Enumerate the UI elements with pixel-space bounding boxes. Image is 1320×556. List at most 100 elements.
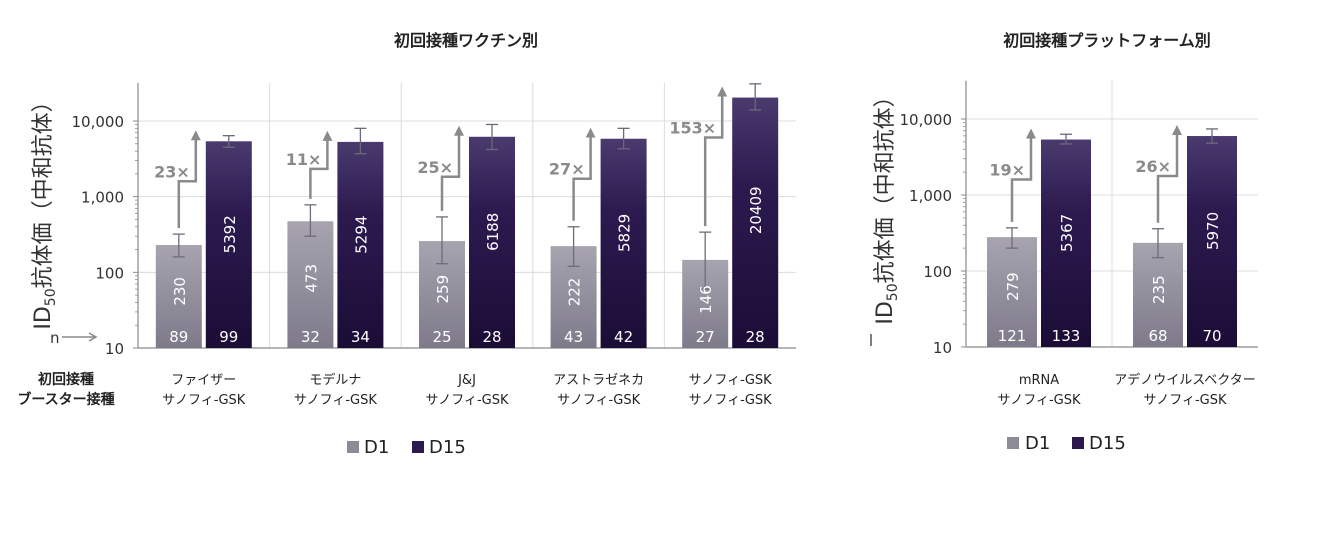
bar-d15	[205, 141, 252, 348]
legend-swatch-d15	[1072, 437, 1084, 449]
fold-arrow	[703, 86, 728, 227]
bar-d15	[337, 141, 384, 348]
category-label: ファイザー	[171, 373, 236, 388]
value-label-d15: 5970	[1204, 212, 1222, 250]
category-label: モデルナ	[309, 372, 361, 388]
y-tick-label: 10,000	[72, 113, 125, 131]
n-value-d15: 133	[1052, 327, 1081, 345]
fold-change-label: 153×	[669, 119, 716, 138]
fold-arrow	[1156, 125, 1182, 223]
chart-title: 初回接種ワクチン別	[394, 31, 538, 50]
value-label-d1: 473	[302, 264, 320, 293]
value-label-d15: 20409	[747, 186, 765, 234]
value-label-d1: 259	[434, 275, 452, 304]
y-axis-label: ID50抗体価（中和抗体）	[873, 85, 901, 324]
y-tick-label: 10	[105, 340, 124, 358]
category-label: サノフィ-GSK	[689, 393, 772, 408]
chart-left: 初回接種ワクチン別 ID50抗体価（中和抗体） 10 100 1,000 10,000…	[17, 31, 796, 458]
y-tick-label: 10	[933, 339, 952, 357]
n-value-d1: 43	[564, 328, 583, 346]
bar-d15	[600, 138, 647, 348]
fold-arrow	[572, 127, 596, 221]
y-axis-label-main: ID	[873, 301, 898, 324]
svg-text:ID50抗体価（中和抗体）: ID50抗体価（中和抗体）	[873, 85, 901, 324]
category-label: サノフィ-GSK	[294, 393, 377, 408]
legend-swatch-d1	[347, 441, 359, 453]
y-axis-label-rest: 抗体価（中和抗体）	[31, 90, 56, 288]
bar-d1	[155, 244, 202, 348]
n-value-d15: 28	[482, 328, 501, 346]
legend-swatch-d15	[412, 441, 424, 453]
chart-title: 初回接種プラットフォーム別	[1003, 31, 1211, 50]
bar-d15	[469, 136, 515, 348]
n-value-d15: 34	[351, 328, 370, 346]
n-value-d15: 70	[1202, 327, 1221, 345]
value-label-d15: 5294	[352, 216, 370, 254]
fold-change-label: 25×	[417, 158, 453, 177]
n-value-d1: 27	[696, 328, 715, 346]
chart-right: 初回接種プラットフォーム別 ID50抗体価（中和抗体） 10 100 1,000 10…	[870, 31, 1258, 454]
category-label: サノフィ-GSK	[162, 393, 245, 408]
fold-arrow	[309, 130, 333, 199]
legend: D1 D15	[347, 437, 466, 458]
bar-d15	[1041, 139, 1091, 347]
bar-d1	[987, 237, 1037, 347]
bar-d1	[287, 221, 334, 348]
value-label-d15: 5367	[1058, 214, 1076, 252]
y-tick-label: 100	[95, 264, 124, 282]
y-axis-label-main: ID	[31, 306, 56, 329]
n-arrow-head	[88, 332, 98, 342]
y-axis-label-sub: 50	[43, 288, 59, 306]
value-label-d1: 146	[697, 285, 715, 314]
value-label-d15: 5392	[221, 215, 239, 253]
category-label: サノフィ-GSK	[997, 393, 1080, 408]
n-value-d1: 25	[432, 328, 451, 346]
fold-change-label: 11×	[286, 150, 322, 169]
n-value-d1: 89	[169, 328, 188, 346]
value-label-d1: 235	[1150, 275, 1168, 304]
bar-d15	[1187, 136, 1237, 347]
category-label: アストラゼネカ	[553, 373, 644, 388]
n-value-d1: 121	[998, 327, 1027, 345]
category-label: J&J	[457, 373, 476, 388]
y-axis-label-rest: 抗体価（中和抗体）	[873, 85, 898, 283]
legend-swatch-d1	[1007, 437, 1019, 449]
y-axis-label-sub: 50	[885, 283, 901, 301]
legend-label-d15: D15	[1089, 433, 1126, 454]
legend-label-d1: D1	[1025, 433, 1050, 454]
value-label-d15: 6188	[484, 213, 502, 251]
category-label: サノフィ-GSK	[689, 373, 772, 388]
category-label: アデノウイルスベクター	[1114, 372, 1256, 388]
fold-change-label: 27×	[549, 160, 585, 179]
fold-change-label: 19×	[989, 161, 1025, 180]
fold-arrow	[440, 125, 464, 211]
svg-text:ID50抗体価（中和抗体）: ID50抗体価（中和抗体）	[31, 90, 59, 329]
n-value-d1: 32	[301, 328, 320, 346]
value-label-d1: 279	[1004, 272, 1022, 301]
value-label-d1: 222	[566, 278, 584, 307]
fold-change-label: 26×	[1135, 157, 1171, 176]
category-label: サノフィ-GSK	[557, 393, 640, 408]
n-label: n	[50, 329, 60, 347]
y-axis-label: ID50抗体価（中和抗体）	[31, 90, 59, 329]
y-tick-label: 100	[923, 263, 952, 281]
fold-arrow	[1010, 128, 1036, 222]
y-tick-label: 1,000	[909, 187, 952, 205]
fold-change-label: 23×	[154, 162, 190, 181]
y-tick-label: 10,000	[900, 111, 953, 129]
n-value-d15: 42	[614, 328, 633, 346]
category-label: mRNA	[1019, 373, 1059, 388]
n-value-d15: 28	[746, 328, 765, 346]
category-label: サノフィ-GSK	[425, 393, 508, 408]
value-label-d15: 5829	[616, 214, 634, 252]
y-tick-label: 1,000	[81, 189, 124, 207]
n-value-d15: 99	[219, 328, 238, 346]
value-label-d1: 230	[171, 277, 189, 306]
fold-arrow	[177, 130, 201, 229]
legend: D1 D15	[1007, 433, 1126, 454]
row-label-booster: ブースター接種	[17, 391, 114, 408]
n-value-d1: 68	[1148, 327, 1167, 345]
legend-label-d15: D15	[429, 437, 466, 458]
bar-d15	[732, 97, 779, 348]
